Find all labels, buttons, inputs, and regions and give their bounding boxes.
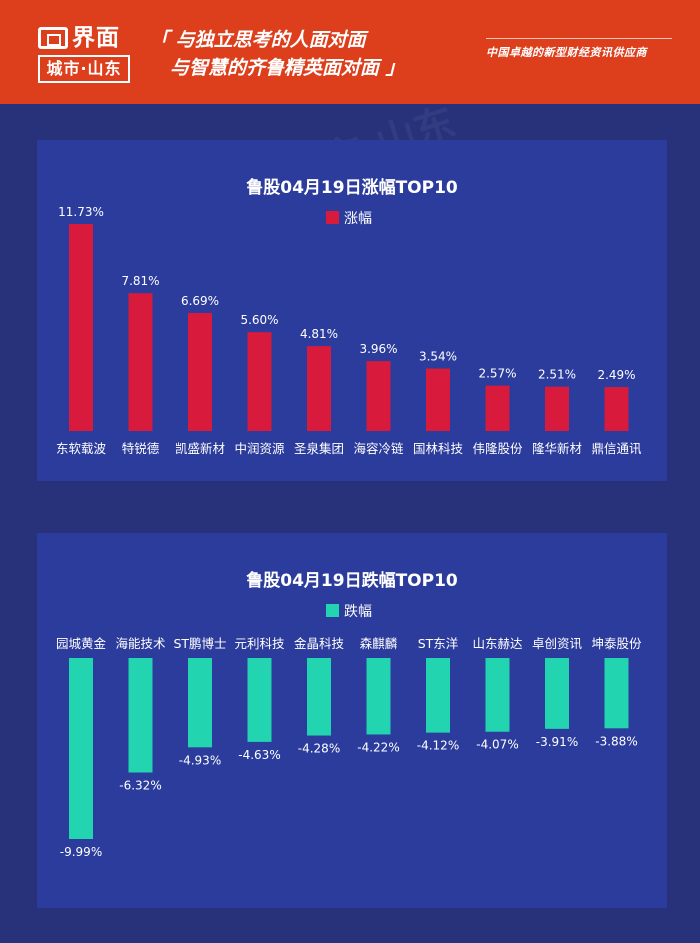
category-label: 鼎信通讯 [591, 441, 642, 456]
bar [604, 658, 629, 729]
bar [485, 385, 510, 431]
data-label: 7.81% [121, 274, 159, 288]
data-label: 3.54% [419, 350, 457, 364]
logo-mark-icon [38, 27, 68, 49]
bar [485, 658, 510, 732]
data-label: 4.81% [300, 327, 338, 341]
gainers-panel: 鲁股04月19日涨幅TOP10 涨幅 11.73% 东软载波 7.81% 特锐德 6.69%… [37, 140, 667, 481]
data-label: 11.73% [58, 205, 104, 219]
category-label: 凯盛新材 [175, 441, 225, 456]
gainers-chart: 鲁股04月19日涨幅TOP10 涨幅 11.73% 东软载波 7.81% 特锐德 6.69%… [56, 177, 642, 456]
tagline: 中国卓越的新型财经资讯供应商 [486, 46, 647, 59]
category-label: 圣泉集团 [294, 441, 344, 456]
category-label: 坤泰股份 [591, 636, 642, 651]
category-label: 卓创资讯 [532, 636, 583, 651]
data-label: -4.28% [298, 742, 340, 756]
data-label: -4.07% [476, 738, 518, 752]
data-label: -3.91% [536, 735, 578, 749]
data-label: 3.96% [359, 342, 397, 356]
category-label: 特锐德 [122, 441, 160, 456]
category-label: ST东洋 [418, 636, 459, 651]
data-label: -3.88% [595, 734, 637, 748]
bar [307, 346, 331, 431]
bar [128, 658, 153, 773]
tagline-divider [486, 38, 672, 39]
category-label: 园城黄金 [56, 636, 107, 651]
category-label: 森麒麟 [360, 636, 398, 651]
bar [545, 386, 569, 431]
bar [69, 224, 93, 431]
data-label: -4.12% [417, 739, 459, 753]
losers-panel: 鲁股04月19日跌幅TOP10 跌幅园城黄金 -9.99% 海能技术 -6.32% ST鹏… [37, 533, 667, 908]
category-label: 东软载波 [56, 441, 107, 456]
brand-logo: 界面 城市·山东 [38, 24, 130, 86]
category-label: 海容冷链 [353, 441, 404, 456]
bar [188, 312, 212, 431]
category-label: 中润资源 [234, 441, 285, 456]
legend-swatch [326, 211, 339, 224]
data-label: -4.22% [357, 740, 399, 754]
category-label: 山东赫达 [472, 636, 523, 651]
bar [366, 658, 391, 735]
bar [307, 658, 331, 736]
category-label: ST鹏博士 [173, 636, 226, 651]
brand-subtitle: 城市·山东 [38, 55, 130, 83]
legend-label: 涨幅 [344, 211, 372, 227]
header-banner: 界面 城市·山东 「 与独立思考的人面对面 与智慧的齐鲁精英面对面 」 中国卓越… [0, 0, 700, 104]
legend-swatch [326, 604, 339, 617]
bar [426, 368, 450, 431]
category-label: 金晶科技 [294, 636, 345, 651]
bar [604, 387, 629, 431]
category-label: 海能技术 [115, 636, 166, 651]
bar [366, 361, 391, 431]
data-label: 5.60% [240, 313, 278, 327]
bar [188, 658, 212, 748]
data-label: 2.49% [597, 368, 635, 382]
data-label: -4.63% [238, 748, 280, 762]
data-label: 2.51% [538, 368, 576, 382]
bar [247, 332, 272, 431]
legend-label: 跌幅 [344, 604, 372, 620]
category-label: 隆华新材 [532, 441, 582, 456]
data-label: 2.57% [478, 367, 516, 381]
category-label: 伟隆股份 [472, 441, 523, 456]
chart-title: 鲁股04月19日跌幅TOP10 [246, 570, 458, 591]
slogan-line-1: 「 与独立思考的人面对面 [150, 29, 366, 51]
data-label: -6.32% [119, 779, 161, 793]
data-label: 6.69% [181, 294, 219, 308]
bar [128, 293, 153, 431]
data-label: -9.99% [60, 845, 102, 859]
chart-title: 鲁股04月19日涨幅TOP10 [246, 177, 458, 198]
data-label: -4.93% [179, 753, 221, 767]
bar [247, 658, 272, 742]
bar [69, 658, 93, 839]
category-label: 元利科技 [234, 636, 285, 651]
bar [545, 658, 569, 729]
slogan-line-2: 与智慧的齐鲁精英面对面 」 [170, 57, 405, 79]
brand-name: 界面 [72, 25, 120, 51]
slogan: 「 与独立思考的人面对面 与智慧的齐鲁精英面对面 」 [150, 26, 405, 82]
bar [426, 658, 450, 733]
category-label: 国林科技 [413, 441, 464, 456]
